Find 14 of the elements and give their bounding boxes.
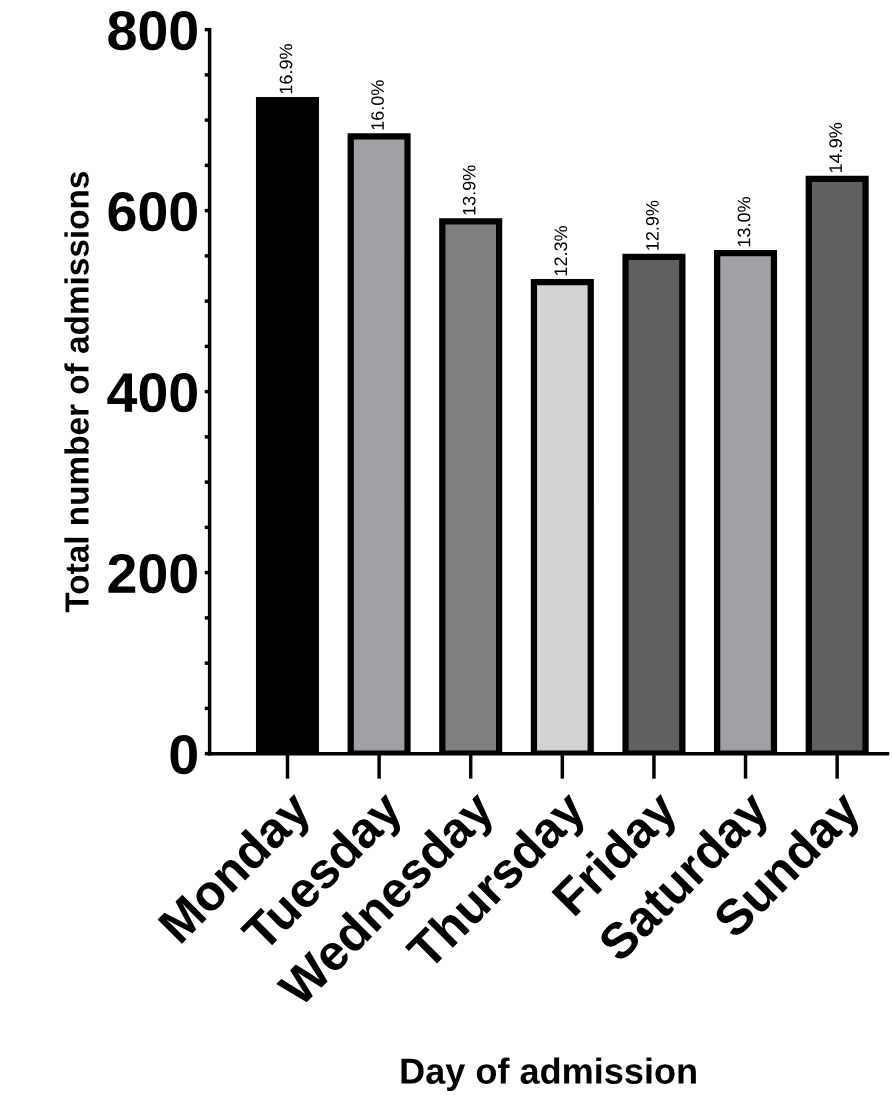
annotation: 12.9% — [645, 200, 659, 250]
y-axis-title: Total number of admissions — [64, 171, 89, 613]
annotation: 14.9% — [829, 122, 842, 173]
y-tick-label: 400 — [107, 372, 197, 413]
annotation: 16.9% — [279, 44, 293, 94]
y-tick-label: 0 — [170, 734, 197, 775]
y-tick-label: 600 — [108, 191, 197, 232]
y-tick-label: 800 — [108, 10, 197, 51]
x-axis-title: Day of admission — [401, 1057, 696, 1092]
annotation: 13.0% — [737, 197, 751, 247]
annotation: 12.3% — [554, 226, 568, 276]
annotation: 16.0% — [371, 80, 384, 130]
annotation: 13.9% — [462, 165, 476, 215]
y-tick-label: 200 — [108, 553, 197, 594]
